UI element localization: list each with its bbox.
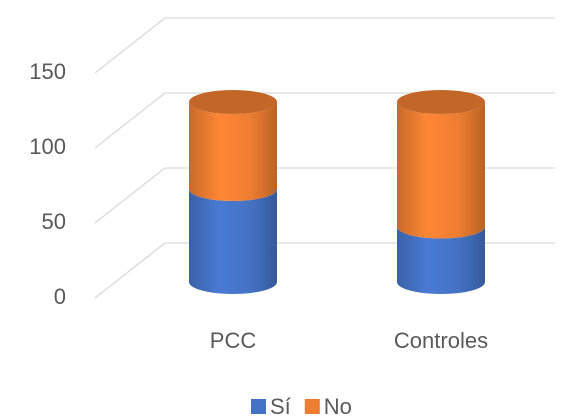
- bar-segment: [189, 102, 277, 201]
- legend-label: No: [324, 394, 352, 418]
- bar-cap: [397, 90, 485, 114]
- y-tick-label: 0: [54, 284, 66, 309]
- bar-segment: [397, 226, 485, 294]
- grid-line: [94, 242, 555, 299]
- bar-segment: [397, 102, 485, 239]
- legend-swatch: [304, 399, 320, 414]
- y-tick-label: 100: [29, 134, 66, 159]
- legend-label: Sí: [270, 394, 291, 418]
- x-tick-label: PCC: [210, 328, 257, 353]
- y-tick-label: 150: [29, 59, 66, 84]
- bar-cap: [189, 90, 277, 114]
- grid-line: [94, 17, 555, 74]
- x-tick-label: Controles: [394, 328, 488, 353]
- grid-line: [94, 92, 555, 149]
- bar-segment: [189, 189, 277, 294]
- grid-line: [94, 167, 555, 224]
- y-tick-label: 50: [42, 209, 66, 234]
- legend-swatch: [251, 399, 266, 414]
